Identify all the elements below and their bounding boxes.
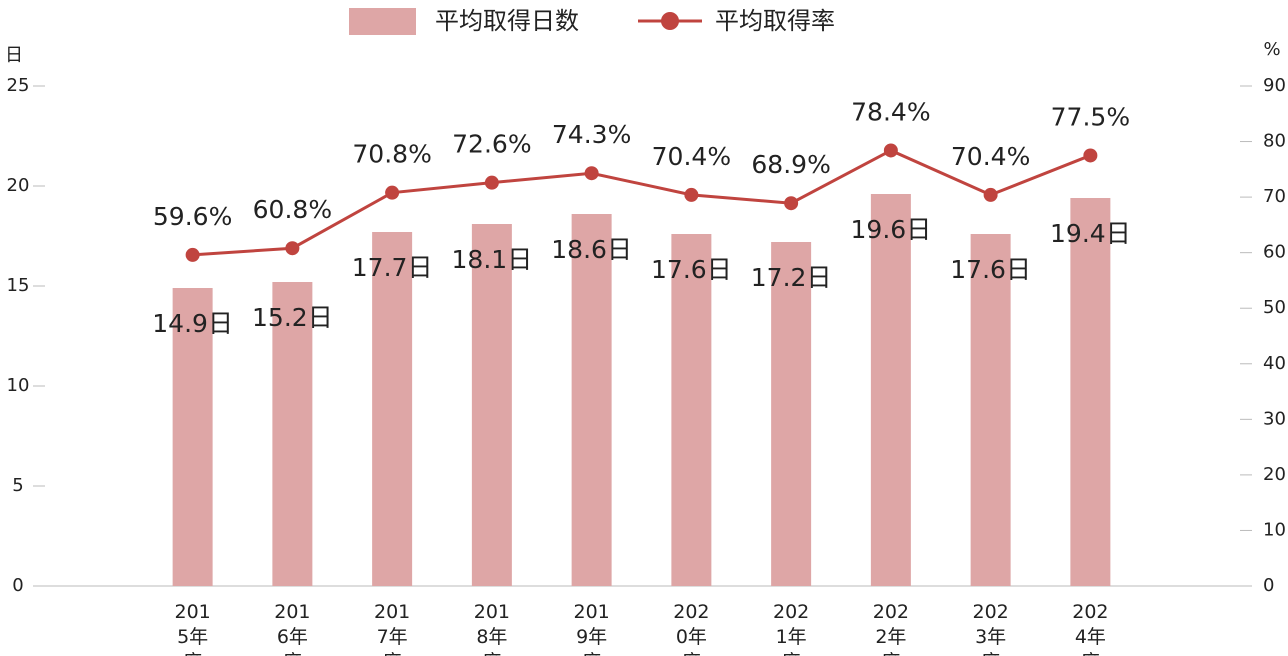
y-tick-label: 25 — [7, 75, 30, 96]
line-point — [584, 166, 599, 181]
y2-tick-label: 0 — [1263, 575, 1274, 596]
x-tick-label: 2016年度 — [274, 601, 311, 656]
y-tick-label: 15 — [7, 275, 30, 296]
y-tick-label: 0 — [12, 575, 23, 596]
bar — [870, 194, 911, 586]
bar-value-label: 18.6日 — [551, 235, 632, 264]
y2-tick-label: 80 — [1263, 131, 1286, 152]
line-value-label: 60.8% — [253, 195, 332, 224]
bar-value-label: 15.2日 — [252, 303, 333, 332]
bar-value-label: 17.2日 — [751, 263, 832, 292]
bar-value-label: 17.6日 — [651, 255, 732, 284]
bar-value-label: 19.4日 — [1050, 219, 1131, 248]
x-tick-label: 2019年度 — [573, 601, 610, 656]
y2-tick-label: 30 — [1263, 408, 1286, 429]
bar-value-label: 19.6日 — [851, 215, 932, 244]
line-point — [684, 187, 699, 202]
line-point — [1083, 148, 1098, 163]
x-tick-label: 2021年度 — [772, 601, 810, 656]
line-value-label: 77.5% — [1051, 102, 1130, 131]
line-value-label: 72.6% — [452, 130, 531, 159]
line-value-label: 70.4% — [652, 142, 731, 171]
bar — [671, 234, 712, 586]
bar — [471, 224, 512, 586]
line-point — [484, 175, 499, 190]
bar — [1070, 198, 1111, 586]
bar-value-label: 17.7日 — [352, 253, 433, 282]
y-tick-label: 10 — [7, 375, 30, 396]
line-point — [285, 241, 300, 256]
y2-tick-label: 50 — [1263, 297, 1286, 318]
x-tick-label: 2017年度 — [373, 601, 411, 656]
bar — [172, 288, 213, 586]
bar-value-label: 18.1日 — [452, 245, 533, 274]
line-point — [185, 247, 200, 262]
line-value-label: 74.3% — [552, 120, 631, 149]
line-point — [385, 185, 400, 200]
y2-tick-label: 20 — [1263, 464, 1286, 485]
x-tick-label: 2020年度 — [673, 601, 710, 656]
y2-tick-label: 10 — [1263, 519, 1286, 540]
y-tick-label: 5 — [12, 475, 23, 496]
y2-tick-label: 70 — [1263, 186, 1286, 207]
line — [192, 148, 1091, 257]
line-value-label: 59.6% — [153, 202, 232, 231]
bar — [970, 234, 1011, 586]
bar — [571, 214, 612, 586]
x-tick-label: 2015年度 — [174, 601, 211, 656]
x-tick-label: 2022年度 — [872, 601, 909, 656]
line-value-label: 70.4% — [951, 142, 1030, 171]
y2-tick-label: 40 — [1263, 353, 1286, 374]
line-value-label: 70.8% — [352, 140, 431, 169]
line-point — [983, 187, 998, 202]
bar — [272, 282, 313, 586]
x-tick-label: 2018年度 — [473, 601, 510, 656]
line-point — [784, 196, 799, 211]
bar-value-label: 14.9日 — [152, 309, 233, 338]
legend-label: 平均取得率 — [715, 7, 835, 35]
legend-swatch — [661, 12, 679, 30]
y2-tick-label: 90 — [1263, 75, 1286, 96]
bar — [771, 242, 812, 586]
line-value-label: 68.9% — [751, 150, 830, 179]
y-tick-label: 20 — [7, 175, 30, 196]
legend-swatch — [349, 8, 416, 35]
x-tick-label: 2023年度 — [972, 601, 1009, 656]
legend-label: 平均取得日数 — [435, 7, 579, 35]
line-point — [883, 143, 898, 158]
line-value-label: 78.4% — [851, 97, 930, 126]
y2-axis-unit: % — [1263, 39, 1280, 60]
x-tick-label: 2024年度 — [1072, 601, 1109, 656]
y-axis-unit: 日 — [5, 45, 23, 66]
y2-tick-label: 60 — [1263, 242, 1286, 263]
bar — [372, 232, 413, 586]
bar-value-label: 17.6日 — [950, 255, 1031, 284]
